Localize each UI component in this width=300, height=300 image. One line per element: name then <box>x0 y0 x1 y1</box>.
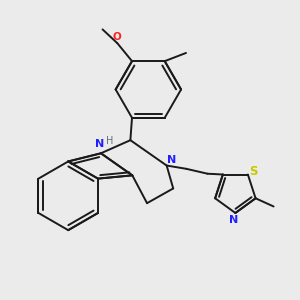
Text: H: H <box>106 136 114 146</box>
Text: N: N <box>229 215 239 225</box>
Text: S: S <box>250 165 258 178</box>
Text: N: N <box>167 155 176 165</box>
Text: O: O <box>113 32 122 42</box>
Text: N: N <box>95 139 104 149</box>
